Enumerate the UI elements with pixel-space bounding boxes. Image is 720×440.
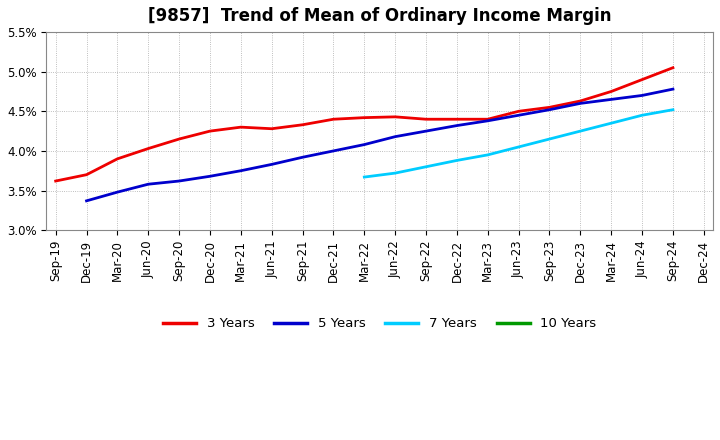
5 Years	[267, 162, 276, 167]
5 Years	[422, 128, 431, 134]
7 Years	[453, 158, 462, 163]
3 Years	[669, 65, 678, 70]
3 Years	[113, 156, 122, 161]
Legend: 3 Years, 5 Years, 7 Years, 10 Years: 3 Years, 5 Years, 7 Years, 10 Years	[158, 312, 601, 336]
5 Years	[576, 101, 585, 106]
7 Years	[669, 107, 678, 112]
3 Years	[607, 89, 616, 94]
5 Years	[144, 182, 153, 187]
3 Years	[638, 77, 647, 82]
3 Years	[51, 178, 60, 183]
5 Years	[514, 113, 523, 118]
3 Years	[576, 99, 585, 104]
5 Years	[329, 148, 338, 154]
3 Years	[453, 117, 462, 122]
3 Years	[545, 105, 554, 110]
5 Years	[206, 174, 215, 179]
3 Years	[360, 115, 369, 120]
7 Years	[545, 136, 554, 142]
3 Years	[422, 117, 431, 122]
7 Years	[422, 164, 431, 169]
3 Years	[514, 109, 523, 114]
5 Years	[638, 93, 647, 98]
7 Years	[607, 121, 616, 126]
Line: 5 Years: 5 Years	[86, 89, 673, 201]
7 Years	[514, 144, 523, 150]
7 Years	[638, 113, 647, 118]
7 Years	[576, 128, 585, 134]
5 Years	[391, 134, 400, 139]
7 Years	[391, 170, 400, 176]
5 Years	[607, 97, 616, 102]
5 Years	[82, 198, 91, 203]
Line: 7 Years: 7 Years	[364, 110, 673, 177]
5 Years	[175, 178, 184, 183]
5 Years	[483, 118, 492, 124]
Line: 3 Years: 3 Years	[55, 68, 673, 181]
7 Years	[483, 152, 492, 158]
3 Years	[82, 172, 91, 177]
3 Years	[329, 117, 338, 122]
5 Years	[669, 87, 678, 92]
5 Years	[237, 168, 246, 173]
5 Years	[113, 190, 122, 195]
3 Years	[144, 146, 153, 151]
5 Years	[453, 123, 462, 128]
3 Years	[237, 125, 246, 130]
3 Years	[267, 126, 276, 132]
3 Years	[483, 117, 492, 122]
5 Years	[298, 154, 307, 160]
Title: [9857]  Trend of Mean of Ordinary Income Margin: [9857] Trend of Mean of Ordinary Income …	[148, 7, 611, 25]
5 Years	[545, 107, 554, 112]
7 Years	[360, 174, 369, 180]
3 Years	[298, 122, 307, 128]
5 Years	[360, 142, 369, 147]
3 Years	[391, 114, 400, 120]
3 Years	[206, 128, 215, 134]
3 Years	[175, 136, 184, 142]
